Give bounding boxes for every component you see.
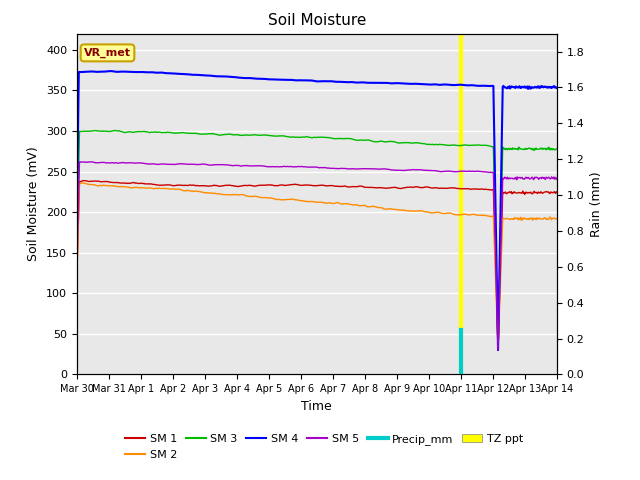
Text: VR_met: VR_met (84, 48, 131, 58)
Title: Soil Moisture: Soil Moisture (268, 13, 366, 28)
X-axis label: Time: Time (301, 400, 332, 413)
Y-axis label: Rain (mm): Rain (mm) (590, 171, 603, 237)
Y-axis label: Soil Moisture (mV): Soil Moisture (mV) (28, 146, 40, 262)
Legend: SM 1, SM 2, SM 3, SM 4, SM 5, Precip_mm, TZ ppt: SM 1, SM 2, SM 3, SM 4, SM 5, Precip_mm,… (121, 430, 527, 464)
